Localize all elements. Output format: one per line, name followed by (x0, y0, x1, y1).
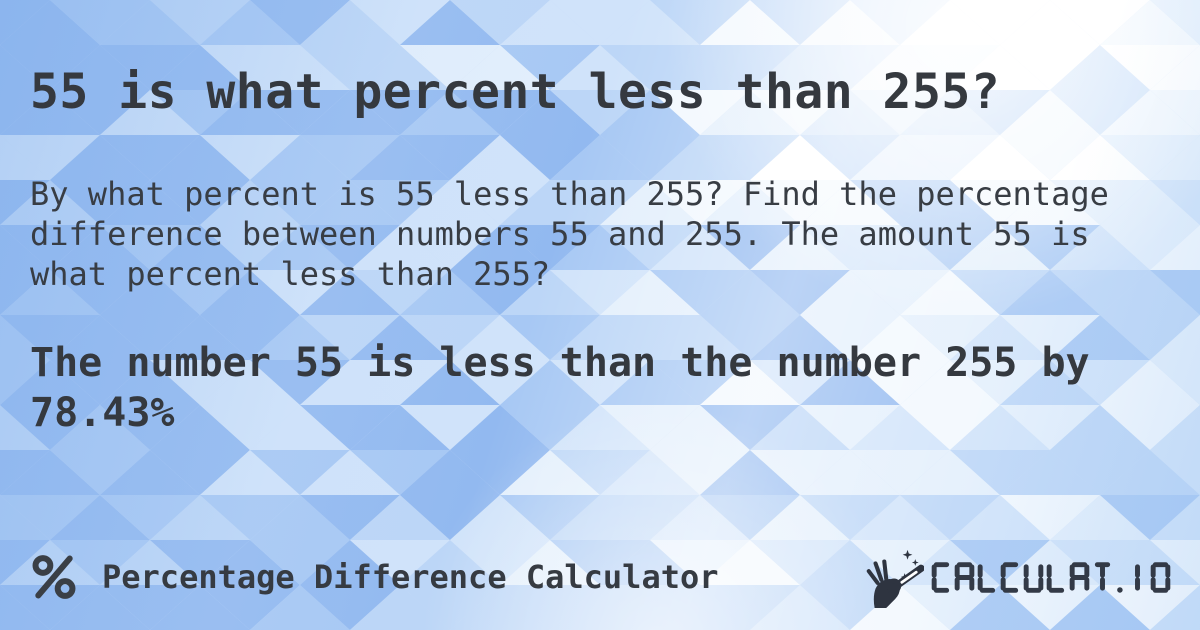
answer-percent-value: 78.43% (30, 390, 175, 436)
calculator-name: Percentage Difference Calculator (102, 558, 719, 596)
magic-wand-hand-icon (866, 549, 924, 608)
page-title: 55 is what percent less than 255? (30, 64, 1001, 121)
intro-text-line: what percent less than 255? (30, 255, 551, 293)
site-logo-text (930, 561, 1172, 594)
footer-app-branding: Percentage Difference Calculator (30, 548, 719, 606)
answer-text-line: The number 55 is less than the number 25… (30, 340, 1090, 386)
intro-text-line: difference between numbers 55 and 255. T… (30, 215, 1090, 253)
intro-text-line: By what percent is 55 less than 255? Fin… (30, 175, 1109, 213)
answer-text: The number 55 is less than the number 25… (30, 338, 1090, 438)
percent-icon (32, 555, 76, 599)
site-logo (862, 546, 1172, 608)
intro-text: By what percent is 55 less than 255? Fin… (30, 174, 1109, 294)
